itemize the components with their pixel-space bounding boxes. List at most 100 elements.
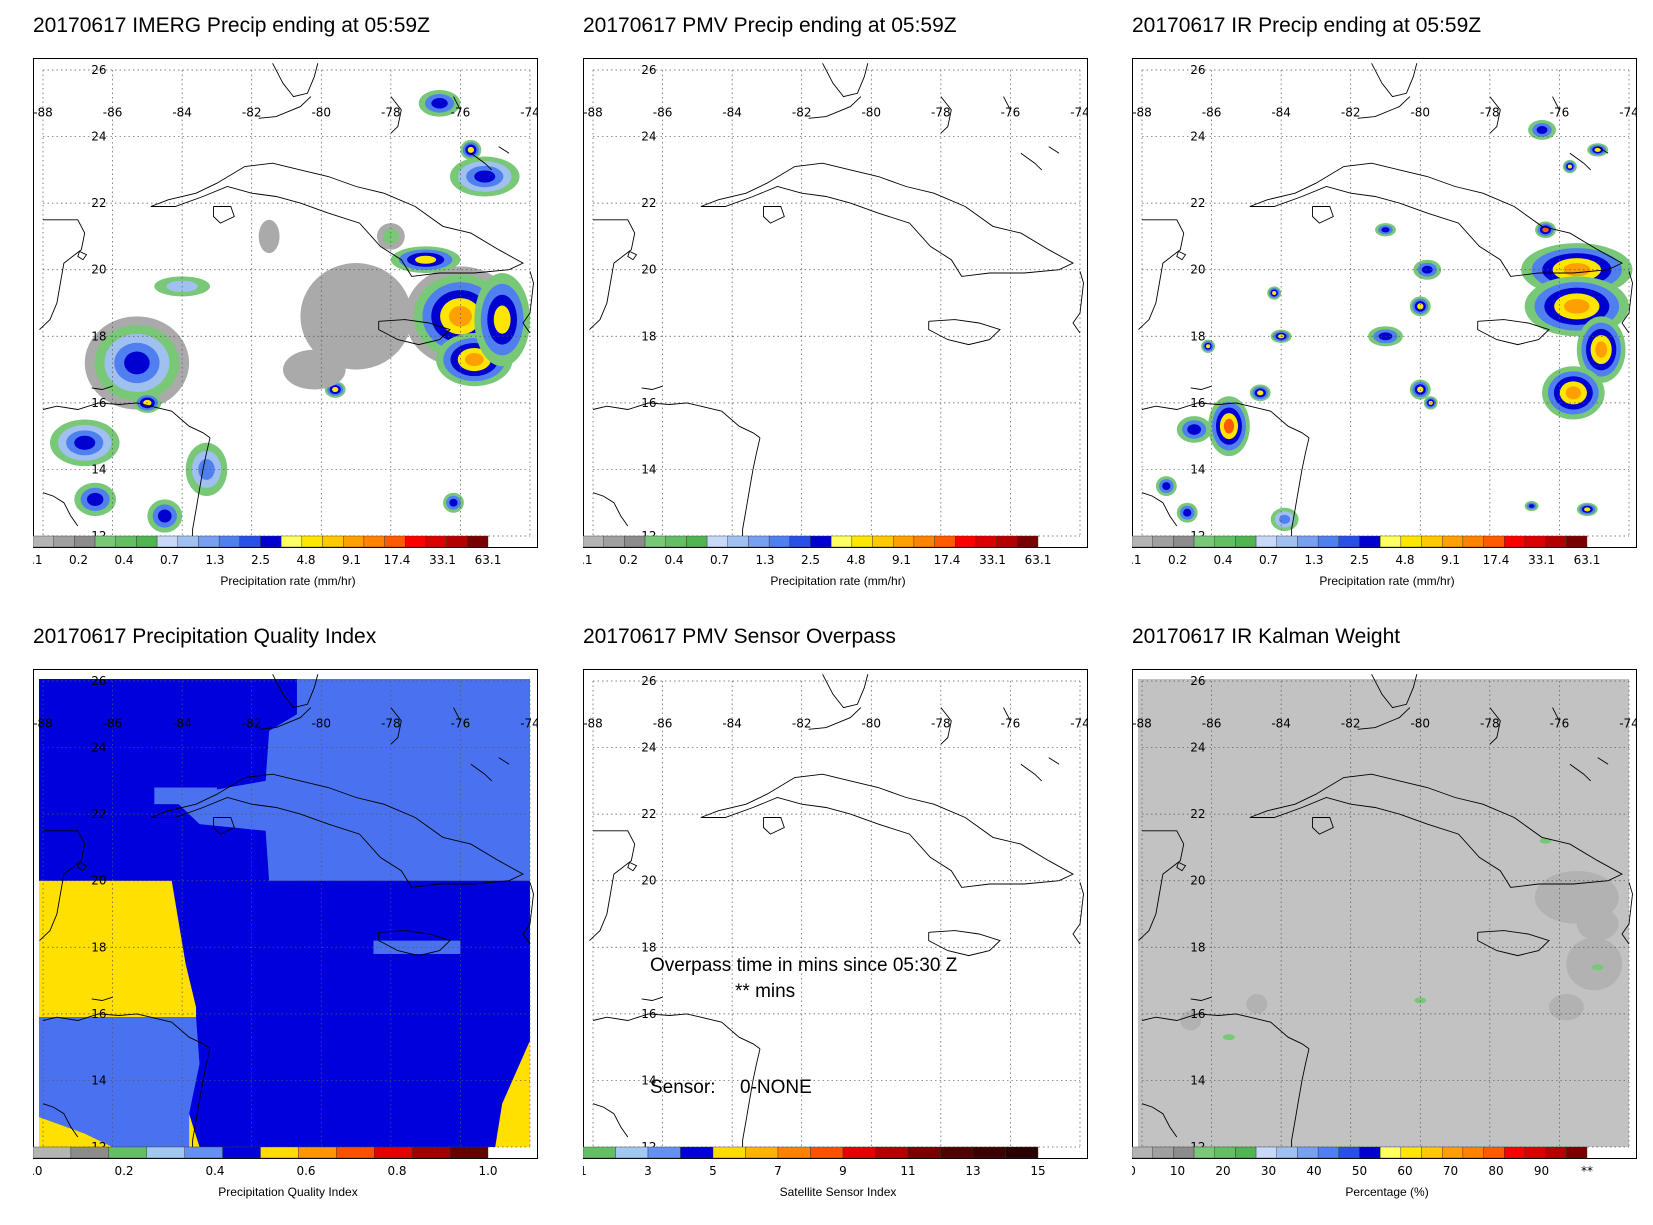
- colorbar-swatch: [1235, 535, 1257, 548]
- overpass-mins-label: ** mins: [735, 981, 796, 1002]
- lat-label: 26: [641, 674, 656, 688]
- colorbar-swatch: [336, 1146, 375, 1159]
- lat-label: 18: [1190, 329, 1205, 343]
- lon-label: -86: [1202, 717, 1222, 731]
- lon-label: -80: [861, 106, 881, 120]
- colorbar-label: 90: [1534, 1164, 1549, 1178]
- kalman-cell: [1180, 1010, 1202, 1031]
- lat-label: 22: [1190, 807, 1205, 821]
- colorbar-swatch: [893, 535, 915, 548]
- precip-cell: [1563, 263, 1591, 277]
- lat-label: 24: [641, 741, 656, 755]
- colorbar-swatch: [108, 1146, 147, 1159]
- colorbar-swatch: [1235, 1146, 1257, 1159]
- map-overpass: -88-86-84-82-80-78-76-742624222018161412: [583, 669, 1088, 1159]
- colorbar-swatch: [665, 535, 687, 548]
- lat-label: 20: [1190, 263, 1205, 277]
- colorbar-swatch: [298, 1146, 337, 1159]
- precip-cell: [448, 306, 472, 327]
- lat-label: 26: [641, 63, 656, 77]
- colorbar-label: 0.8: [387, 1164, 406, 1178]
- colorbar-swatch: [680, 1146, 714, 1159]
- colorbar-swatch: [1132, 1146, 1153, 1159]
- lat-label: 22: [641, 196, 656, 210]
- colorbar-label: 1.3: [755, 553, 774, 567]
- panel-imerg-precip: 20170617 IMERG Precip ending at 05:59Z -…: [33, 14, 543, 614]
- lat-label: 18: [1190, 940, 1205, 954]
- colorbar-label: 17.4: [384, 553, 411, 567]
- lat-label: 22: [91, 807, 106, 821]
- lat-label: 24: [91, 130, 106, 144]
- lon-label: -78: [931, 717, 951, 731]
- colorbar-swatch: [872, 535, 894, 548]
- precip-cell: [431, 98, 448, 109]
- lat-label: 18: [641, 329, 656, 343]
- colorbar-swatch: [1442, 535, 1464, 548]
- lon-label: -82: [242, 106, 262, 120]
- colorbar-swatch: [1504, 535, 1526, 548]
- colorbar-label: 33.1: [1528, 553, 1555, 567]
- lat-label: 26: [91, 674, 106, 688]
- colorbar-title: Precipitation rate (mm/hr): [770, 574, 906, 588]
- colorbar-swatch: [940, 1146, 974, 1159]
- lon-label: -82: [792, 717, 812, 731]
- colorbar-swatch: [1017, 535, 1039, 548]
- colorbar-swatch: [913, 535, 935, 548]
- colorbar-swatch: [1462, 535, 1484, 548]
- kalman-cell: [1566, 937, 1623, 991]
- colorbar-swatch: [1566, 1146, 1588, 1159]
- colorbar-swatch: [74, 535, 96, 548]
- colorbar-label: 9.1: [892, 553, 911, 567]
- colorbar-label: 63.1: [475, 553, 502, 567]
- colorbar-swatch: [405, 535, 427, 548]
- precip-cell: [1257, 390, 1264, 396]
- colorbar-precip: 0.1 0.2 0.4 0.7 1.3 2.5 4.8 9.1 17.4 33.1 63.1: [1132, 535, 1600, 567]
- lat-label: 20: [91, 874, 106, 888]
- colorbar-swatch: [907, 1146, 941, 1159]
- lon-label: -80: [1410, 717, 1430, 731]
- colorbar-label: 0.2: [1168, 553, 1187, 567]
- panel-pmv-precip: 20170617 PMV Precip ending at 05:59Z -88…: [583, 14, 1093, 614]
- lon-label: -78: [1480, 106, 1500, 120]
- colorbar-swatch: [1173, 535, 1195, 548]
- colorbar-swatch: [115, 535, 137, 548]
- colorbar-label: 0.2: [619, 553, 638, 567]
- lon-label: -78: [1480, 717, 1500, 731]
- colorbar-swatch: [624, 535, 646, 548]
- colorbar-swatch: [425, 535, 447, 548]
- colorbar-label: **: [1581, 1164, 1593, 1178]
- colorbar-swatch: [972, 1146, 1006, 1159]
- coastlines: [39, 674, 534, 1151]
- coastlines: [589, 674, 1084, 1151]
- lon-label: -88: [33, 106, 53, 120]
- colorbar-swatch: [218, 535, 241, 548]
- colorbar-swatch: [1504, 1146, 1526, 1159]
- precip-cell: [1272, 291, 1277, 296]
- precip-cell: [464, 353, 484, 367]
- colorbar-label: 0.6: [296, 1164, 315, 1178]
- precip-cell: [1279, 514, 1291, 524]
- colorbar-swatch: [33, 1146, 72, 1159]
- kalman-cell: [1548, 994, 1584, 1021]
- colorbar-label: 0: [1132, 1164, 1136, 1178]
- lon-label: -82: [1341, 106, 1361, 120]
- colorbar-label: 13: [965, 1164, 980, 1178]
- colorbar-swatch: [1400, 535, 1422, 548]
- colorbar-label: 1.3: [205, 553, 224, 567]
- colorbar-swatch: [53, 535, 75, 548]
- lon-label: -86: [103, 106, 123, 120]
- panel-sensor-overpass: 20170617 PMV Sensor Overpass -88 -86 -84 -8…: [583, 625, 1093, 1225]
- colorbar-swatch: [1193, 1146, 1215, 1159]
- colorbar-swatch: [975, 535, 997, 548]
- colorbar-label: 10: [1170, 1164, 1185, 1178]
- precip-field: [1155, 119, 1633, 532]
- lon-label: -76: [451, 717, 471, 731]
- lat-label: 20: [91, 263, 106, 277]
- colorbar-swatch: [842, 1146, 876, 1159]
- lat-label: 24: [91, 741, 106, 755]
- lon-label: -82: [242, 717, 262, 731]
- colorbar-label: 0.2: [114, 1164, 133, 1178]
- colorbar-swatch: [198, 535, 220, 548]
- colorbar-precip: 0.1 0.2 0.4 0.7 1.3 2.5 4.8 9.1 17.4 33.1 63.1: [583, 535, 1051, 567]
- lon-label: -84: [722, 106, 742, 120]
